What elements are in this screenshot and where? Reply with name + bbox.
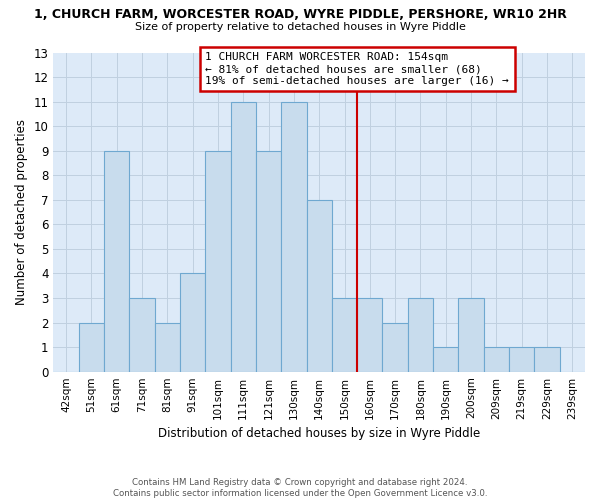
Bar (130, 298, 155, 372)
Text: Contains HM Land Registry data © Crown copyright and database right 2024.
Contai: Contains HM Land Registry data © Crown c… (113, 478, 487, 498)
Y-axis label: Number of detached properties: Number of detached properties (15, 119, 28, 305)
Bar (408, 298, 433, 372)
Text: 1 CHURCH FARM WORCESTER ROAD: 154sqm
← 81% of detached houses are smaller (68)
1: 1 CHURCH FARM WORCESTER ROAD: 154sqm ← 8… (205, 52, 509, 86)
Bar (230, 102, 256, 372)
Bar (382, 322, 408, 372)
Text: 1, CHURCH FARM, WORCESTER ROAD, WYRE PIDDLE, PERSHORE, WR10 2HR: 1, CHURCH FARM, WORCESTER ROAD, WYRE PID… (34, 8, 566, 20)
Bar (205, 150, 230, 372)
Bar (281, 102, 307, 372)
Bar (509, 347, 535, 372)
Bar (458, 298, 484, 372)
Bar (256, 150, 281, 372)
Bar (433, 347, 458, 372)
Text: Size of property relative to detached houses in Wyre Piddle: Size of property relative to detached ho… (134, 22, 466, 32)
Bar (332, 298, 357, 372)
Bar (180, 274, 205, 372)
Bar (484, 347, 509, 372)
Bar (155, 322, 180, 372)
Bar (357, 298, 382, 372)
Bar (104, 150, 130, 372)
Bar (307, 200, 332, 372)
Bar (79, 322, 104, 372)
X-axis label: Distribution of detached houses by size in Wyre Piddle: Distribution of detached houses by size … (158, 427, 481, 440)
Bar (535, 347, 560, 372)
